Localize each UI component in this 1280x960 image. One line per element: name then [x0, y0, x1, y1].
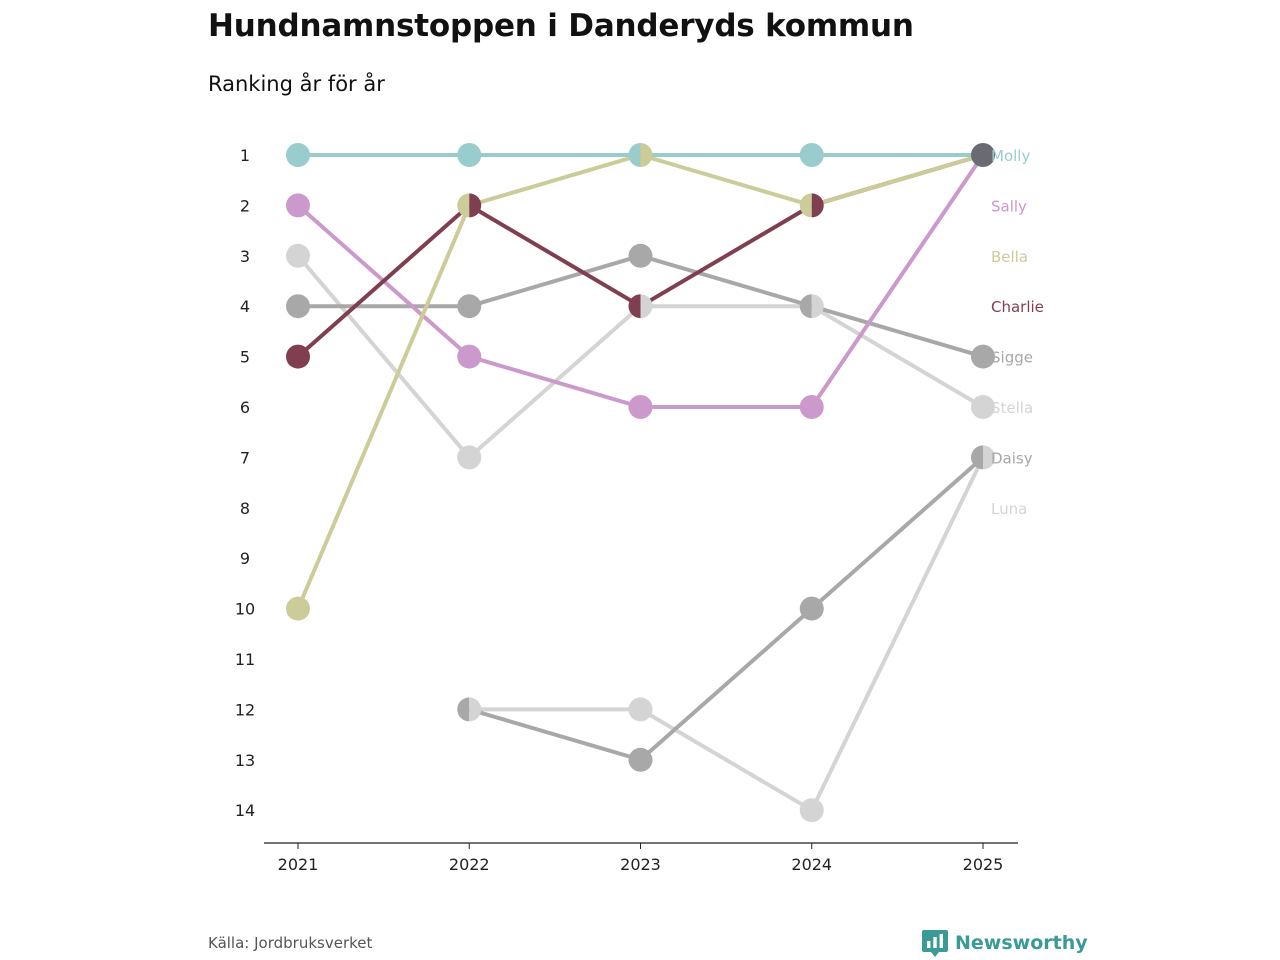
point-charlie [628, 294, 641, 319]
series-line-bella [296, 153, 985, 611]
chart-subtitle: Ranking år för år [208, 72, 385, 96]
x-tick-label: 2025 [963, 855, 1004, 874]
x-tick-label: 2022 [449, 855, 490, 874]
point-sally [628, 395, 653, 419]
source-note: Källa: Jordbruksverket [208, 934, 373, 952]
y-tick-label: 12 [235, 700, 255, 719]
point-sally [286, 193, 310, 218]
point-daisy [457, 697, 470, 722]
point-sigge [457, 294, 482, 319]
series-label-stella: Stella [991, 399, 1033, 417]
point-luna [983, 445, 996, 470]
point-charlie [811, 193, 824, 218]
point-stella [286, 243, 310, 268]
point-luna [628, 697, 653, 722]
series-label-daisy: Daisy [991, 449, 1033, 467]
y-tick-label: 6 [240, 398, 250, 417]
point-sigge [628, 243, 653, 268]
y-tick-label: 8 [240, 499, 250, 518]
series-line-daisy [467, 455, 985, 762]
point-molly [799, 143, 824, 167]
point-bella [640, 143, 653, 167]
chart-title: Hundnamnstoppen i Danderyds kommun [208, 8, 914, 44]
point-bella [457, 193, 470, 218]
series-line-stella [296, 253, 985, 460]
y-tick-label: 11 [235, 650, 255, 669]
series-label-sally: Sally [991, 197, 1027, 215]
y-tick-label: 10 [235, 600, 255, 619]
point-stella [971, 395, 995, 419]
point-luna [469, 697, 482, 722]
point-daisy [799, 596, 824, 621]
y-tick-label: 5 [240, 348, 250, 367]
y-tick-label: 13 [235, 751, 255, 770]
x-tick-label: 2021 [278, 855, 319, 874]
point-daisy [628, 747, 653, 772]
point-sally [457, 344, 482, 369]
point-molly [457, 143, 482, 167]
point-sally [799, 395, 824, 419]
y-tick-label: 9 [240, 549, 250, 568]
point-charlie [469, 193, 482, 218]
y-tick-label: 1 [240, 146, 250, 165]
y-tick-label: 7 [240, 448, 250, 467]
point-stella [811, 294, 824, 319]
point-molly [628, 143, 641, 167]
y-tick-label: 2 [240, 196, 250, 215]
series-label-molly: Molly [991, 147, 1030, 165]
point-bella [286, 596, 310, 621]
point-stella [457, 445, 482, 470]
series-label-luna: Luna [991, 500, 1027, 518]
y-tick-label: 3 [240, 247, 250, 266]
series-line-luna [467, 455, 985, 813]
chart-bubble-icon [922, 930, 948, 957]
point-bella [799, 193, 812, 218]
y-tick-label: 14 [235, 801, 255, 820]
series-label-charlie: Charlie [991, 298, 1044, 316]
point-charlie [286, 344, 310, 369]
y-tick-label: 4 [240, 297, 250, 316]
point-luna [799, 798, 824, 823]
point-overlap [971, 143, 995, 167]
point-sigge [286, 294, 310, 319]
point-molly [286, 143, 310, 167]
series-label-sigge: Sigge [991, 349, 1033, 367]
point-sigge [971, 344, 995, 369]
point-daisy [971, 445, 983, 470]
series-label-bella: Bella [991, 248, 1028, 266]
brand-logo: Newsworthy [921, 928, 1088, 958]
point-stella [640, 294, 653, 319]
x-tick-label: 2023 [620, 855, 661, 874]
point-sigge [799, 294, 812, 319]
brand-name: Newsworthy [955, 932, 1088, 954]
x-tick-label: 2024 [791, 855, 832, 874]
